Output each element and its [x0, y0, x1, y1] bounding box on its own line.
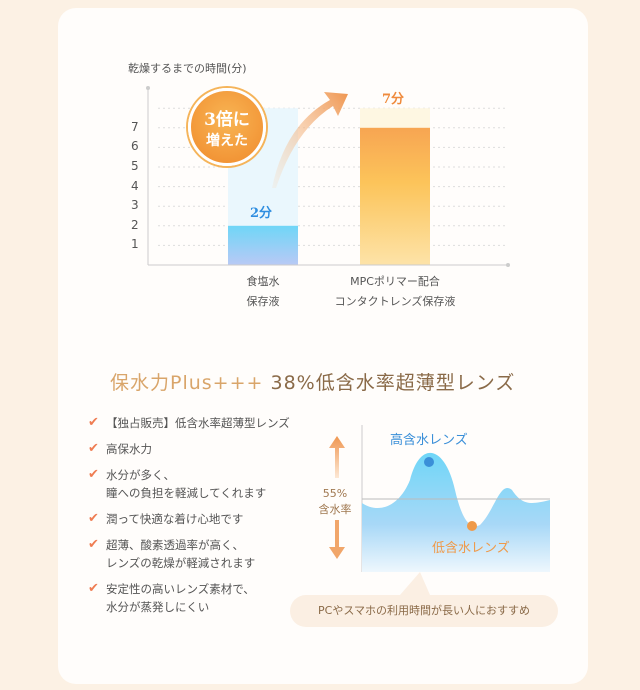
- section-heading: 保水力Plus+++ 38%低含水率超薄型レンズ: [110, 372, 516, 394]
- recommendation-bubble: PCやスマホの利用時間が長い人におすすめ: [290, 595, 558, 627]
- y-axis-title: 乾燥するまでの時間(分): [128, 62, 247, 75]
- check-icon: ✔: [88, 467, 99, 482]
- arrow-down-icon: [329, 520, 345, 559]
- check-icon: ✔: [88, 415, 99, 430]
- y-tick-label: 3: [131, 198, 139, 213]
- high-water-point: [424, 457, 434, 467]
- value-label-mpc: 7分: [382, 92, 405, 107]
- feature-item: ✔ 安定性の高いレンズ素材で、 水分が蒸発しにくい: [88, 581, 255, 614]
- check-icon: ✔: [88, 537, 99, 552]
- feature-item: ✔ 潤って快適な着け心地です: [88, 511, 244, 526]
- check-icon: ✔: [88, 581, 99, 596]
- y-tick-label: 1: [131, 237, 139, 252]
- feature-item: ✔ 【独占販売】低含水率超薄型レンズ: [88, 415, 290, 430]
- arrow-up-icon: [329, 436, 345, 478]
- threshold-label: 55% 含水率: [318, 487, 352, 516]
- bar: [228, 225, 298, 265]
- check-icon: ✔: [88, 511, 99, 526]
- category-label-saline: 食塩水 保存液: [246, 275, 280, 308]
- feature-list: ✔ 【独占販売】低含水率超薄型レンズ ✔ 高保水力 ✔ 水分が多く、 瞳への負担を軽減してく…: [88, 414, 290, 624]
- low-water-label: 低含水レンズ: [432, 541, 510, 556]
- y-tick-label: 7: [131, 119, 139, 134]
- feature-item: ✔ 高保水力: [88, 441, 152, 456]
- check-icon: ✔: [88, 441, 99, 456]
- y-tick-label: 6: [131, 139, 139, 154]
- feature-item: ✔ 水分が多く、 瞳への負担を軽減してくれます: [88, 467, 267, 500]
- water-wave: [362, 452, 550, 572]
- y-tick-label: 4: [131, 178, 139, 193]
- feature-item: ✔ 超薄、酸素透過率が高く、 レンズの乾燥が軽減されます: [88, 537, 256, 570]
- badge-line-1: 3倍に: [204, 110, 250, 130]
- y-tick-label: 2: [131, 217, 139, 232]
- category-label-mpc: MPCポリマー配合 コンタクトレンズ保存液: [334, 275, 456, 308]
- increase-arrow: [272, 92, 348, 188]
- value-label-saline: 2分: [250, 206, 273, 221]
- low-water-point: [467, 521, 477, 531]
- high-water-label: 高含水レンズ: [390, 433, 468, 448]
- bar: [360, 127, 430, 265]
- increase-badge: 3倍に 増えた: [188, 88, 266, 166]
- badge-line-2: 増えた: [206, 133, 248, 149]
- y-tick-label: 5: [131, 159, 139, 173]
